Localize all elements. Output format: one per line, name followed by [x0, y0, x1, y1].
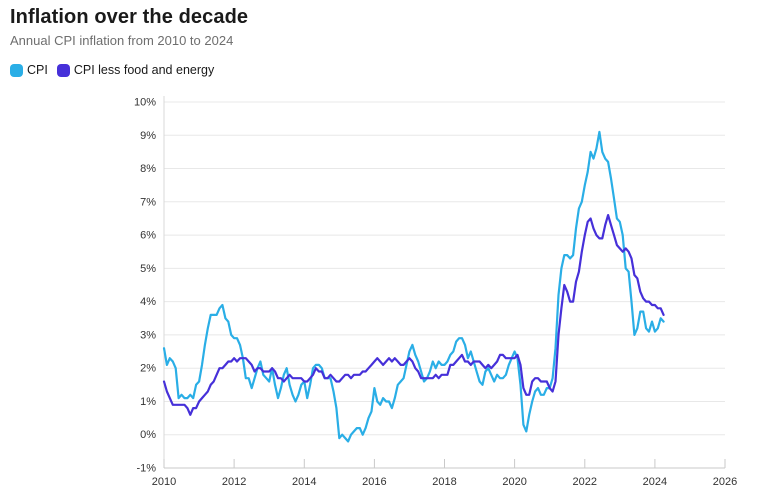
legend-label-cpi: CPI [27, 63, 48, 77]
core-cpi-swatch-icon [56, 63, 70, 77]
svg-text:2%: 2% [140, 363, 156, 375]
svg-text:9%: 9% [140, 130, 156, 142]
page-subtitle: Annual CPI inflation from 2010 to 2024 [10, 33, 234, 48]
svg-text:6%: 6% [140, 230, 156, 242]
svg-text:2010: 2010 [152, 476, 176, 488]
svg-text:2020: 2020 [502, 476, 526, 488]
legend: CPI CPI less food and energy [10, 63, 214, 77]
inflation-line-chart: 10% 9% 8% 7% 6% 5% 4% 3% 2% 1% 0% -1%2010 2012 2014 20… [134, 96, 737, 488]
svg-text:2022: 2022 [573, 476, 597, 488]
svg-text:2014: 2014 [292, 476, 316, 488]
svg-text:1%: 1% [140, 396, 156, 408]
svg-text:4%: 4% [140, 296, 156, 308]
svg-text:3%: 3% [140, 329, 156, 341]
svg-text:0%: 0% [140, 429, 156, 441]
legend-item-cpi: CPI [10, 63, 48, 77]
svg-text:2024: 2024 [643, 476, 667, 488]
svg-text:-1%: -1% [136, 463, 156, 475]
svg-text:8%: 8% [140, 163, 156, 175]
svg-text:10%: 10% [134, 97, 156, 109]
svg-text:2026: 2026 [713, 476, 737, 488]
legend-item-core-cpi: CPI less food and energy [56, 63, 215, 77]
svg-text:2012: 2012 [222, 476, 246, 488]
legend-label-core-cpi: CPI less food and energy [73, 63, 215, 77]
cpi-swatch-icon [10, 63, 23, 77]
svg-text:2016: 2016 [362, 476, 386, 488]
svg-text:7%: 7% [140, 196, 156, 208]
svg-text:2018: 2018 [432, 476, 456, 488]
page-title: Inflation over the decade [10, 6, 249, 28]
svg-text:5%: 5% [140, 263, 156, 275]
